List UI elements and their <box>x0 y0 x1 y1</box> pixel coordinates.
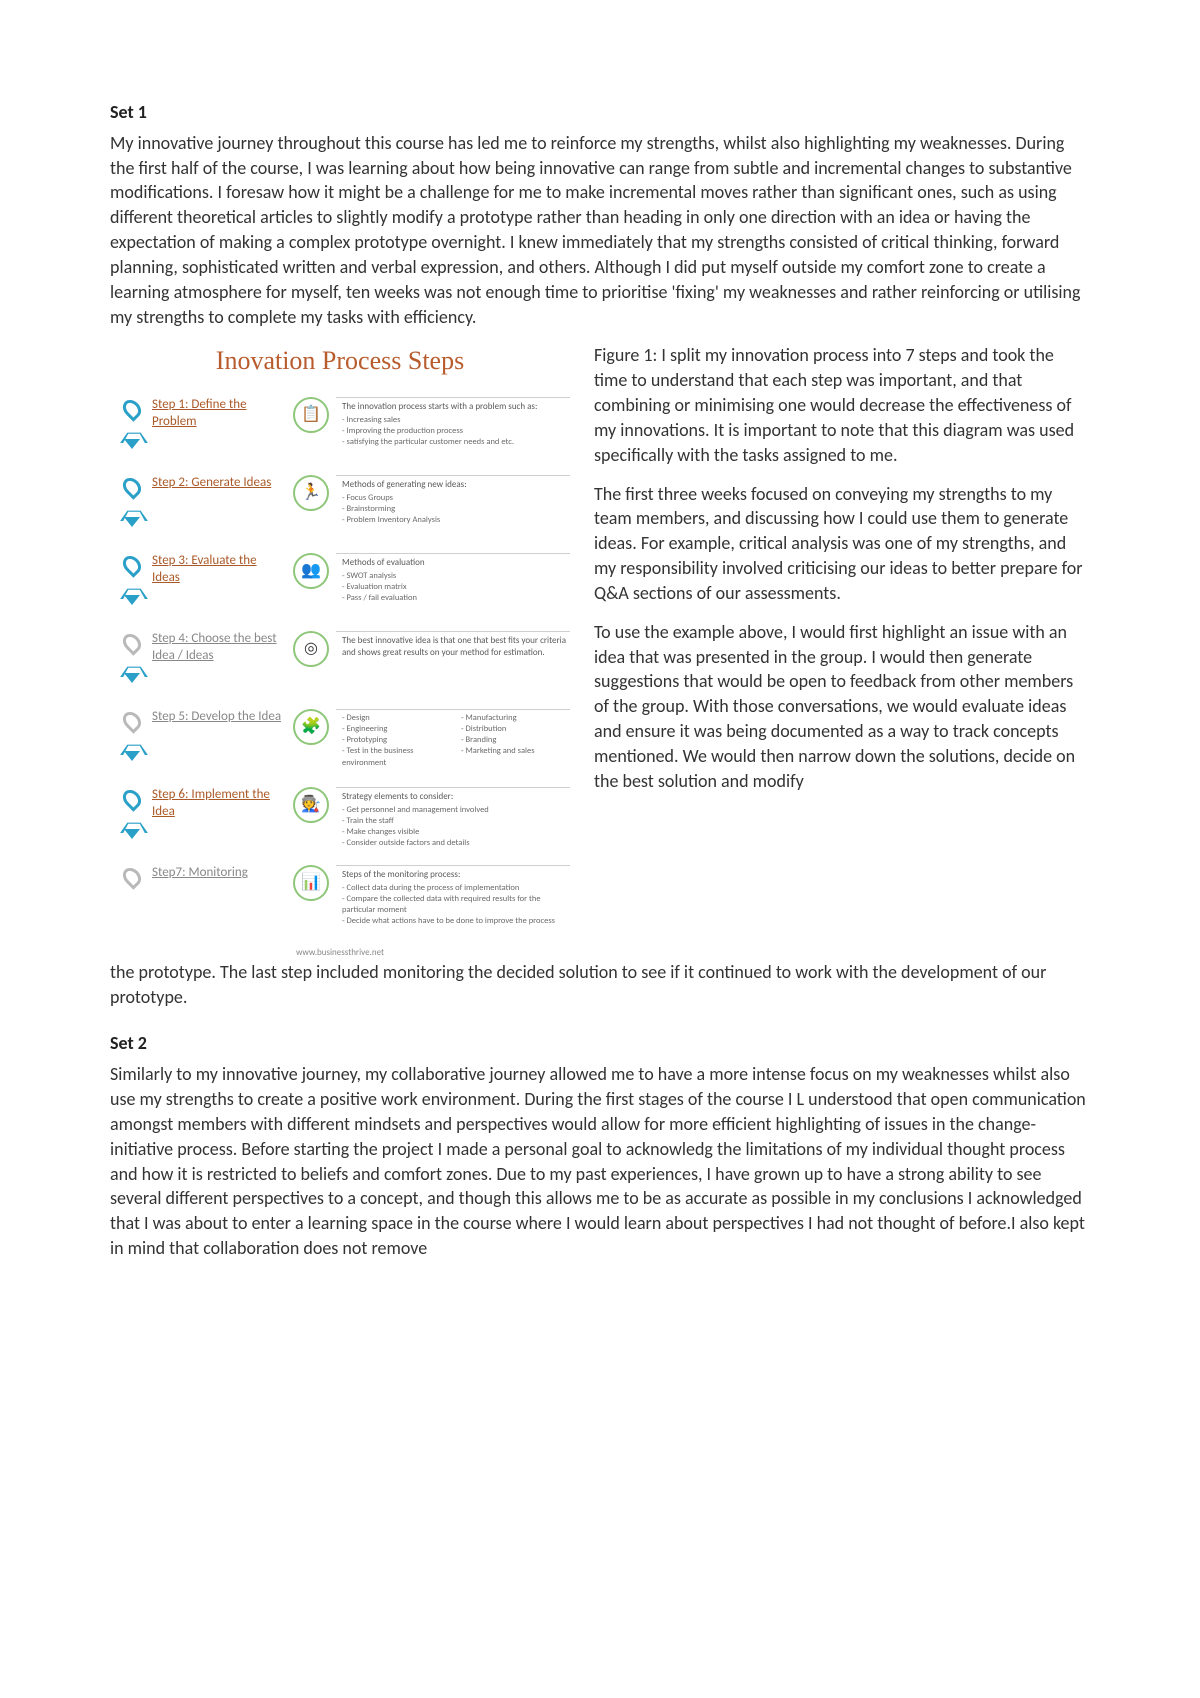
diagram-step: Step 3: Evaluate the Ideas👥Methods of ev… <box>118 553 570 631</box>
step-marker-icon <box>119 865 144 890</box>
step-icon: 👥 <box>293 553 329 589</box>
diagram-source: www.businessthrive.net <box>110 947 570 959</box>
step-description: Steps of the monitoring process:Collect … <box>336 865 570 927</box>
figure-caption-p3: To use the example above, I would first … <box>594 620 1090 794</box>
step-label: Step 5: Develop the Idea <box>146 709 286 725</box>
step-label: Step 6: Implement the Idea <box>146 787 286 820</box>
diagram-step: Step7: Monitoring 📊Steps of the monitorin… <box>118 865 570 943</box>
figure-caption-p2: The first three weeks focused on conveyi… <box>594 482 1090 606</box>
diagram-step: Step 2: Generate Ideas 🏃Methods of genera… <box>118 475 570 553</box>
diagram-title: Inovation Process Steps <box>110 343 570 379</box>
step-icon: 🧩 <box>293 709 329 745</box>
diagram-step: Step 4: Choose the best Idea / Ideas◎The… <box>118 631 570 709</box>
set1-para: My innovative journey throughout this co… <box>110 131 1090 330</box>
step-icon: ◎ <box>293 631 329 667</box>
figure-and-text-row: Inovation Process Steps Step 1: Define t… <box>110 343 1090 959</box>
step-icon: 📊 <box>293 865 329 901</box>
step-label: Step7: Monitoring <box>146 865 286 881</box>
diagram-step: Step 6: Implement the Idea🧑‍🏭Strategy el… <box>118 787 570 865</box>
step-label: Step 3: Evaluate the Ideas <box>146 553 286 586</box>
step-description: Strategy elements to consider:Get person… <box>336 787 570 849</box>
step-description: The innovation process starts with a pro… <box>336 397 570 448</box>
step-marker-icon <box>119 631 144 656</box>
step-icon: 🧑‍🏭 <box>293 787 329 823</box>
diagram-step: Step 5: Develop the Idea 🧩DesignEngineeri… <box>118 709 570 787</box>
after-diagram-para: the prototype. The last step included mo… <box>110 960 1090 1010</box>
step-marker-icon <box>119 475 144 500</box>
innovation-diagram: Inovation Process Steps Step 1: Define t… <box>110 343 570 959</box>
step-description: The best innovative idea is that one tha… <box>336 631 570 660</box>
diagram-step: Step 1: Define the Problem📋The innovatio… <box>118 397 570 475</box>
step-marker-icon <box>119 709 144 734</box>
step-label: Step 2: Generate Ideas <box>146 475 286 491</box>
step-label: Step 1: Define the Problem <box>146 397 286 430</box>
step-description: Methods of evaluationSWOT analysisEvalua… <box>336 553 570 604</box>
figure-side-text: Figure 1: I split my innovation process … <box>594 343 1090 959</box>
step-description: Methods of generating new ideas:Focus Gr… <box>336 475 570 526</box>
step-icon: 🏃 <box>293 475 329 511</box>
set2-heading: Set 2 <box>110 1031 1090 1056</box>
step-marker-icon <box>119 397 144 422</box>
set2-para: Similarly to my innovative journey, my c… <box>110 1062 1090 1261</box>
step-marker-icon <box>119 553 144 578</box>
step-label: Step 4: Choose the best Idea / Ideas <box>146 631 286 664</box>
figure-caption-p1: Figure 1: I split my innovation process … <box>594 343 1090 467</box>
step-marker-icon <box>119 787 144 812</box>
set1-heading: Set 1 <box>110 100 1090 125</box>
step-icon: 📋 <box>293 397 329 433</box>
step-description: DesignEngineeringPrototypingTest in the … <box>336 709 570 768</box>
diagram-steps: Step 1: Define the Problem📋The innovatio… <box>110 397 570 943</box>
